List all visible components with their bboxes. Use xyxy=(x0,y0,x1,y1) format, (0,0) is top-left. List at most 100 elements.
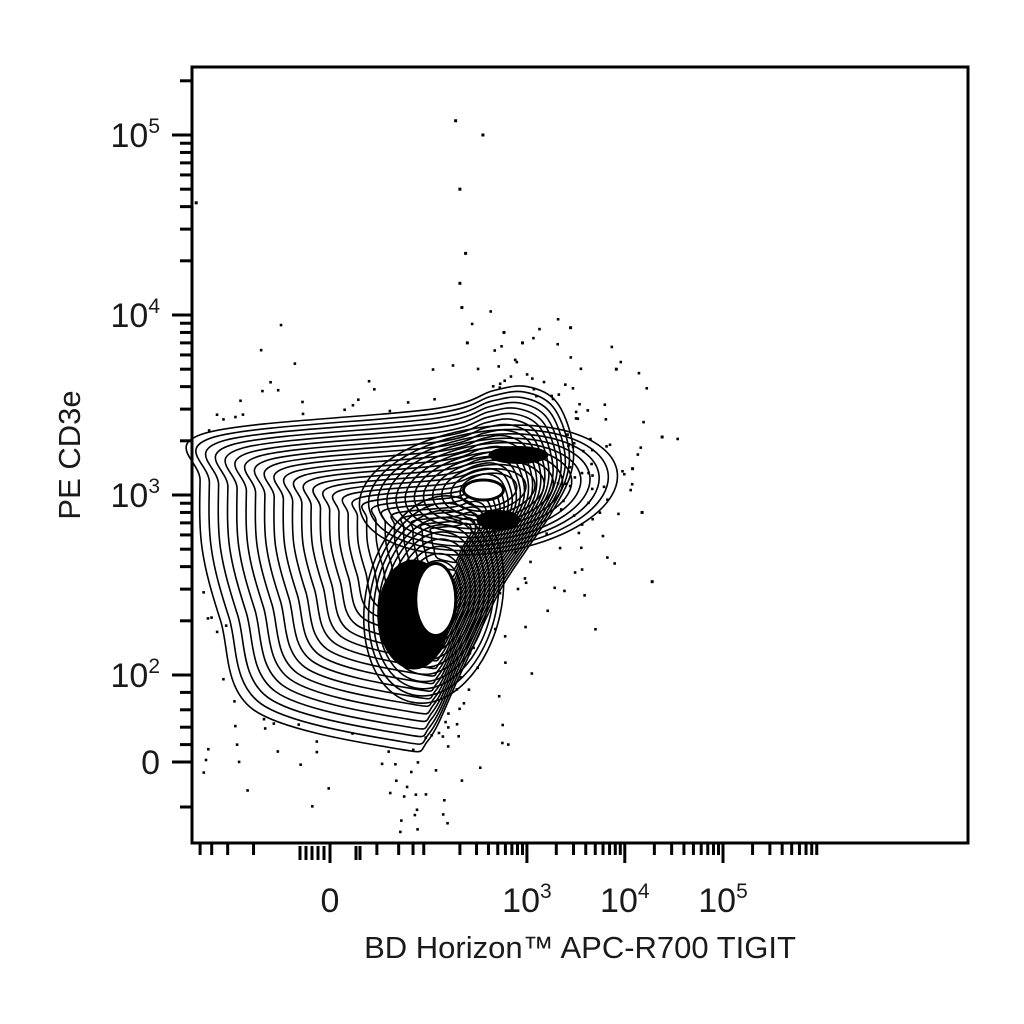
event-dot xyxy=(621,469,624,473)
y-axis-title: PE CD3e xyxy=(52,390,87,519)
event-dot xyxy=(467,688,471,691)
event-dot xyxy=(516,587,520,591)
contour-line xyxy=(372,509,496,690)
event-dot xyxy=(351,403,355,407)
y-tick-label: 0 xyxy=(141,744,160,782)
event-dot xyxy=(411,748,415,752)
event-dot xyxy=(574,410,578,414)
event-dot xyxy=(394,762,397,766)
contour-line xyxy=(234,412,554,715)
event-dot xyxy=(215,413,219,417)
event-dot xyxy=(476,367,480,371)
event-dot xyxy=(263,727,267,730)
contour-line xyxy=(224,407,559,723)
contour-line xyxy=(185,385,575,753)
event-dot xyxy=(514,550,517,554)
event-dot xyxy=(468,651,472,655)
event-dot xyxy=(606,556,609,559)
event-dot xyxy=(568,484,572,488)
y-axis: 0 102 103 104 105 xyxy=(110,79,192,809)
event-dot xyxy=(590,487,594,491)
event-dot xyxy=(233,700,236,703)
event-dot xyxy=(503,379,506,383)
event-dot xyxy=(583,594,586,597)
event-dot xyxy=(572,441,576,445)
event-dot xyxy=(553,586,556,590)
event-dot xyxy=(640,510,644,514)
event-dot xyxy=(261,389,264,393)
event-dot xyxy=(610,345,614,349)
event-dot xyxy=(388,409,392,413)
event-dot xyxy=(380,762,384,766)
event-dot xyxy=(437,731,441,735)
event-dot xyxy=(470,322,474,326)
event-dot xyxy=(601,534,605,538)
event-dot xyxy=(660,435,664,439)
event-dot xyxy=(441,813,445,816)
event-dot xyxy=(410,770,413,774)
event-dot xyxy=(222,418,225,421)
event-dot xyxy=(458,281,462,285)
contour-line xyxy=(362,495,505,704)
event-dot xyxy=(415,808,419,812)
event-dot xyxy=(619,360,623,364)
event-dot xyxy=(579,546,583,550)
event-dot xyxy=(388,791,392,795)
event-dot xyxy=(639,446,643,449)
event-dot xyxy=(222,677,225,681)
event-dot xyxy=(630,482,634,486)
event-dot xyxy=(481,133,485,137)
event-dot xyxy=(509,375,513,378)
event-dot xyxy=(613,562,616,565)
event-dot xyxy=(262,717,266,721)
x-axis: 0 103 104 105 xyxy=(198,843,819,920)
event-dot xyxy=(416,828,419,831)
contour-line xyxy=(358,424,619,556)
y-tick-label: 105 xyxy=(110,115,160,155)
axis-pile-event xyxy=(298,846,302,860)
event-dot xyxy=(520,341,524,345)
contour-line xyxy=(214,401,563,730)
event-dot xyxy=(614,367,618,371)
event-dot xyxy=(301,412,305,416)
event-dot xyxy=(234,415,237,419)
event-dot xyxy=(645,387,649,390)
event-dot xyxy=(464,251,468,255)
event-dot xyxy=(497,365,501,368)
contour-line xyxy=(459,472,518,508)
x-tick-label: 105 xyxy=(698,880,748,920)
event-dot xyxy=(206,747,210,751)
event-dot xyxy=(444,720,447,724)
event-dot xyxy=(542,380,546,384)
axis-pile-event xyxy=(354,846,358,860)
event-dot xyxy=(642,420,645,424)
event-dot xyxy=(531,377,534,380)
event-dot xyxy=(414,793,418,796)
event-dot xyxy=(569,356,573,359)
event-dot xyxy=(402,795,406,798)
dense-cores xyxy=(377,446,549,670)
event-dot xyxy=(446,745,450,748)
event-dot xyxy=(587,471,590,475)
plot-frame xyxy=(190,65,970,845)
event-dot xyxy=(204,758,208,762)
event-dot xyxy=(457,735,460,738)
event-dot xyxy=(590,462,593,466)
event-dot xyxy=(207,429,211,432)
event-dot xyxy=(413,813,417,817)
event-dot xyxy=(357,398,360,401)
event-dot xyxy=(446,821,449,825)
event-dot xyxy=(343,408,346,412)
event-dot xyxy=(373,388,376,391)
event-dot xyxy=(399,830,402,834)
event-dot xyxy=(574,417,578,420)
event-dot xyxy=(590,448,594,452)
event-dot xyxy=(416,761,420,764)
event-dot xyxy=(572,514,576,517)
event-dot xyxy=(498,382,502,386)
event-dot xyxy=(525,373,529,376)
event-dot xyxy=(556,481,560,485)
event-dot xyxy=(239,399,242,403)
event-dot xyxy=(650,580,654,584)
event-dot xyxy=(569,326,573,330)
